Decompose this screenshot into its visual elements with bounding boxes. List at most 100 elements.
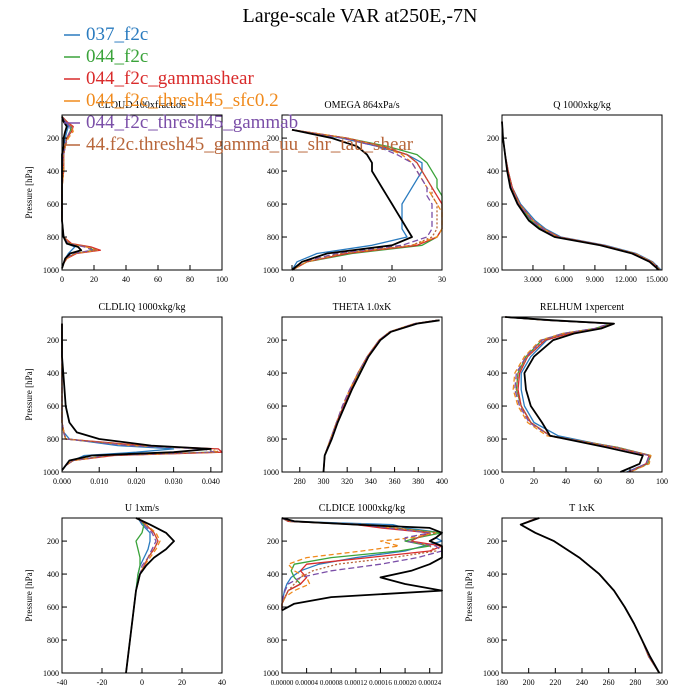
y-tick-label: 200 bbox=[487, 537, 499, 546]
x-tick-label: 15.000 bbox=[646, 275, 668, 284]
panel-title: RELHUM 1xpercent bbox=[540, 302, 624, 313]
series-line-037-f2c bbox=[322, 319, 438, 473]
y-tick-label: 1000 bbox=[43, 266, 59, 275]
x-tick-label: 10 bbox=[338, 275, 346, 284]
series-line-037-f2c bbox=[501, 121, 662, 271]
y-tick-label: 1000 bbox=[263, 468, 279, 477]
y-tick-label: 800 bbox=[487, 233, 499, 242]
plot-frame bbox=[281, 517, 443, 674]
y-tick-label: 600 bbox=[487, 200, 499, 209]
y-tick-label: 400 bbox=[487, 167, 499, 176]
y-tick-label: 400 bbox=[47, 369, 59, 378]
y-tick-label: 400 bbox=[47, 167, 59, 176]
y-tick-label: 200 bbox=[267, 336, 279, 345]
x-tick-label: 300 bbox=[656, 678, 668, 687]
panel-omega-864xpa-s: OMEGA 864xPa/s 200 400 600 800 1000 0 10 20 30 bbox=[263, 100, 446, 284]
y-tick-label: 400 bbox=[47, 570, 59, 579]
series-line-44-f2c-thresh45-gamma-uu-shr-tau-shear bbox=[520, 517, 660, 674]
x-tick-label: 20 bbox=[530, 477, 538, 486]
series-line-044-f2c-gammashear bbox=[501, 121, 661, 271]
plot-frame bbox=[501, 517, 663, 674]
legend-item-037-f2c: 037_f2c bbox=[64, 24, 148, 45]
panel-theta-1-0xk: THETA 1.0xK 200 400 600 800 1000 280 300 320 340 3… bbox=[263, 302, 448, 486]
series-line-044-f2c-thresh45-gammab bbox=[322, 319, 438, 473]
panel-title: CLDLIQ 1000xkg/kg bbox=[99, 302, 186, 313]
plot-frame bbox=[61, 114, 223, 271]
y-tick-label: 200 bbox=[47, 537, 59, 546]
x-tick-label: 0.000 bbox=[53, 477, 71, 486]
legend-label: 037_f2c bbox=[86, 24, 148, 45]
x-tick-label: 0.010 bbox=[90, 477, 108, 486]
series-line-037-f2c bbox=[520, 517, 660, 674]
series-line-044-f2c-thresh45-gammab bbox=[125, 517, 157, 674]
y-tick-label: 600 bbox=[487, 603, 499, 612]
panel-title: CLDICE 1000xkg/kg bbox=[319, 503, 405, 514]
series-line-control bbox=[61, 323, 212, 471]
y-tick-label: 800 bbox=[267, 233, 279, 242]
x-tick-label: 260 bbox=[603, 678, 615, 687]
series-line-044-f2c-thresh45-gammab bbox=[501, 121, 660, 271]
legend-label: 044_f2c bbox=[86, 46, 148, 67]
y-axis-label: Pressure [hPa] bbox=[24, 569, 34, 621]
y-tick-label: 1000 bbox=[483, 669, 499, 678]
series-line-control bbox=[501, 121, 660, 271]
plot-frame bbox=[501, 316, 663, 473]
y-tick-label: 200 bbox=[487, 336, 499, 345]
series-line-control bbox=[125, 517, 175, 674]
x-tick-label: 60 bbox=[594, 477, 602, 486]
legend-item-044-f2c-gammashear: 044_f2c_gammashear bbox=[64, 68, 254, 89]
series-line-044-f2c-gammashear bbox=[322, 319, 438, 473]
series-line-control bbox=[291, 128, 413, 271]
x-tick-label: 280 bbox=[629, 678, 641, 687]
plot-frame bbox=[61, 316, 223, 473]
legend-label: 044_f2c_thresh45_sfc0.2 bbox=[86, 90, 279, 111]
y-tick-label: 1000 bbox=[483, 468, 499, 477]
y-tick-label: 1000 bbox=[43, 669, 59, 678]
x-tick-label: 6.000 bbox=[555, 275, 573, 284]
series-line-44-f2c-thresh45-gamma-uu-shr-tau-shear bbox=[501, 121, 661, 271]
x-tick-label: 0.00016 bbox=[369, 679, 392, 687]
x-tick-label: 0.00020 bbox=[394, 679, 417, 687]
panel-title: CLOUD 100xfraction bbox=[98, 100, 186, 111]
y-tick-label: 800 bbox=[487, 435, 499, 444]
x-tick-label: 12.000 bbox=[615, 275, 637, 284]
x-tick-label: 30 bbox=[438, 275, 446, 284]
y-tick-label: 200 bbox=[487, 134, 499, 143]
series-line-control bbox=[322, 319, 440, 473]
x-tick-label: 340 bbox=[365, 477, 377, 486]
panel-q-1000xkg-kg: Q 1000xkg/kg 200 400 600 800 1000 3.000 6.000 9.… bbox=[483, 100, 668, 284]
series-line-044-f2c-gammashear bbox=[281, 517, 443, 611]
y-tick-label: 1000 bbox=[263, 669, 279, 678]
series-line-044-f2c-thresh45-gammab bbox=[291, 129, 433, 271]
legend-label: 044_f2c_gammashear bbox=[86, 68, 254, 89]
legend-item-044-f2c: 044_f2c bbox=[64, 46, 148, 67]
x-tick-label: 0 bbox=[60, 275, 64, 284]
y-tick-label: 400 bbox=[267, 570, 279, 579]
series-line-44-f2c-thresh45-gamma-uu-shr-tau-shear bbox=[281, 517, 437, 611]
x-tick-label: 3.000 bbox=[524, 275, 542, 284]
y-axis-label: Pressure [hPa] bbox=[24, 166, 34, 218]
series-line-044-f2c-thresh45-sfc0-2 bbox=[501, 121, 661, 271]
y-tick-label: 600 bbox=[47, 603, 59, 612]
x-tick-label: 380 bbox=[412, 477, 424, 486]
y-tick-label: 200 bbox=[267, 134, 279, 143]
panel-u-1xm-s: U 1xm/s 200 400 600 800 1000-40 -20 0 20 40 Pressu… bbox=[24, 503, 226, 687]
legend-label: 044_f2c_thresh45_gammab bbox=[86, 112, 298, 133]
y-axis-label: Pressure [hPa] bbox=[24, 368, 34, 420]
y-tick-label: 1000 bbox=[263, 266, 279, 275]
x-tick-label: 20 bbox=[178, 678, 186, 687]
x-tick-label: 400 bbox=[436, 477, 448, 486]
x-tick-label: 80 bbox=[626, 477, 634, 486]
x-tick-label: 20 bbox=[90, 275, 98, 284]
x-tick-label: 80 bbox=[186, 275, 194, 284]
y-tick-label: 200 bbox=[47, 134, 59, 143]
y-tick-label: 600 bbox=[47, 200, 59, 209]
x-tick-label: 0 bbox=[290, 275, 294, 284]
panel-title: T 1xK bbox=[569, 503, 595, 514]
series-line-044-f2c bbox=[322, 319, 438, 473]
series-line-044-f2c-thresh45-sfc0-2 bbox=[281, 517, 437, 611]
